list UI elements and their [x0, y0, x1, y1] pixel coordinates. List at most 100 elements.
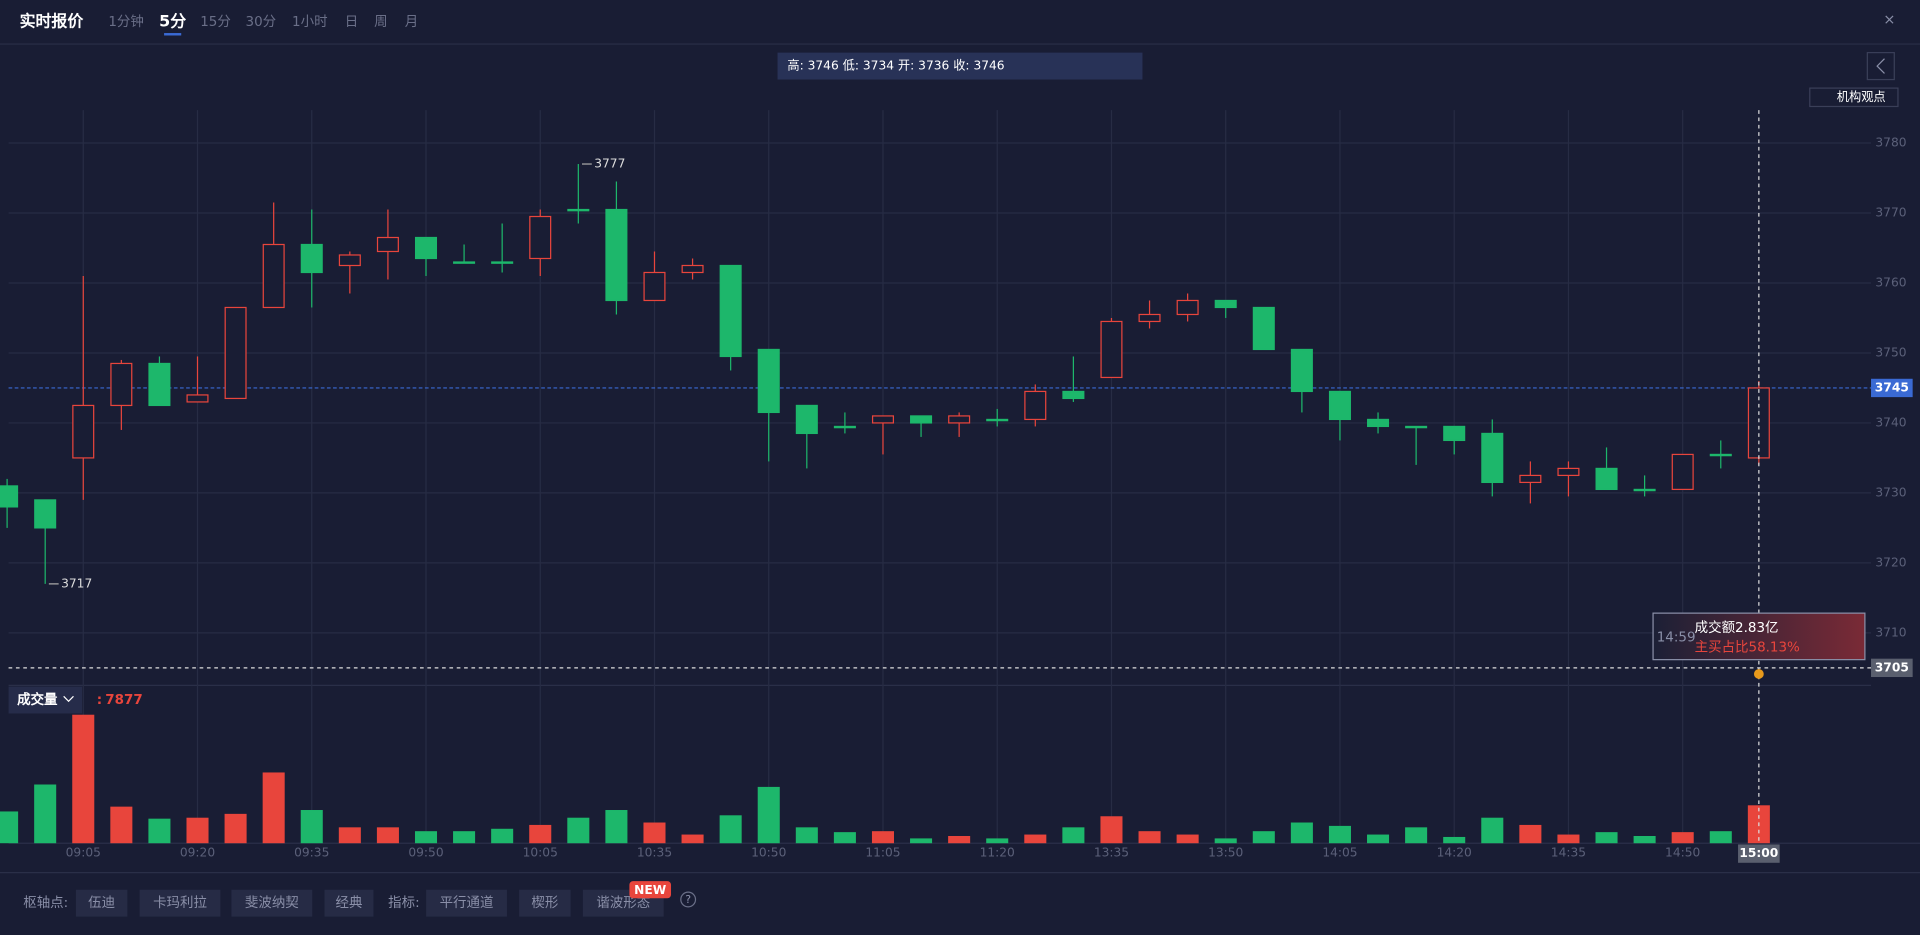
candle-body [262, 243, 285, 309]
pivot-button[interactable] [75, 889, 128, 917]
volume-bar [1481, 817, 1504, 844]
candle-body [34, 499, 57, 529]
candle-body [224, 306, 247, 400]
volume-bar [72, 714, 95, 844]
shrink-icon[interactable] [1885, 15, 1894, 24]
x-tick-label: 09:05 [66, 846, 101, 860]
last-price-label: 3745 [1875, 380, 1909, 394]
tab[interactable]: 5分 [159, 12, 186, 31]
help-icon[interactable] [680, 891, 697, 908]
x-tick-label: 14:35 [1551, 846, 1586, 860]
x-tick-label: 09:35 [294, 846, 329, 860]
candle-body [1176, 299, 1199, 316]
y-tick-label: 3730 [1875, 485, 1906, 499]
pivot-text[interactable]: 卡玛利拉 [153, 895, 207, 911]
indicator-text[interactable]: 楔形 [531, 895, 558, 911]
pivot-button[interactable] [231, 889, 313, 917]
pivot-text[interactable]: 经典 [336, 895, 363, 911]
volume-bar [453, 831, 476, 844]
candle-body [719, 264, 742, 358]
candle-body [1024, 390, 1047, 421]
candle-body [1633, 488, 1656, 492]
tab[interactable]: 1小时 [292, 14, 327, 30]
help-text[interactable]: ? [685, 893, 691, 906]
pivot-button[interactable] [324, 889, 374, 917]
volume-bar [567, 817, 590, 844]
y-tick-label: 3770 [1875, 206, 1906, 220]
volume-bar [1405, 827, 1428, 844]
volume-bar [529, 824, 552, 844]
candle-body [0, 485, 19, 508]
candle-body [1100, 320, 1123, 379]
x-tick-label: 11:05 [865, 846, 900, 860]
x-tick-label: 14:05 [1322, 846, 1357, 860]
y-tick-label: 3750 [1875, 345, 1906, 359]
side-tag[interactable]: 机构观点 [1837, 89, 1886, 104]
volume-bar [1290, 822, 1313, 844]
candle-body [1519, 474, 1542, 484]
volume-bar [0, 811, 19, 844]
tab[interactable]: 周 [374, 15, 387, 30]
candle-body [681, 264, 704, 274]
pivot-label: 枢轴点: [23, 895, 68, 911]
candle-body [1138, 313, 1161, 323]
candle-body [1290, 348, 1313, 393]
candle-body [948, 415, 971, 424]
candle-body [1405, 425, 1428, 429]
extreme-label: 3717 [61, 576, 92, 590]
tab[interactable]: 15分 [200, 14, 231, 30]
candle-body [871, 415, 894, 424]
pivot-text[interactable]: 斐波纳契 [245, 895, 299, 911]
volume-bar [1214, 838, 1237, 844]
candle-body [110, 362, 133, 407]
collapse-button[interactable] [1866, 52, 1895, 81]
tab[interactable]: 日 [345, 15, 358, 30]
volume-bar [948, 835, 971, 844]
volume-bar [262, 772, 285, 844]
crosshair-dot [1753, 669, 1764, 679]
volume-bar [795, 827, 818, 844]
indicator-label: 指标: [388, 895, 419, 911]
volume-bar [491, 828, 514, 844]
y-tick-label: 3710 [1875, 625, 1906, 639]
indicator-text[interactable]: 谐波形态 [596, 895, 650, 911]
indicator-text[interactable]: 平行通道 [440, 895, 494, 911]
candle-body [72, 404, 95, 459]
info-bar [777, 52, 1143, 80]
volume-bar [681, 834, 704, 844]
volume-bar [224, 813, 247, 844]
volume-bar [186, 817, 209, 844]
volume-bar [1176, 834, 1199, 844]
volume-bar [1671, 832, 1694, 844]
candle-body [1481, 432, 1504, 484]
candle-body [529, 215, 552, 260]
volume-bar [719, 815, 742, 844]
tooltip-ratio: 主买占比58.13% [1695, 639, 1800, 655]
tab[interactable]: 30分 [246, 14, 277, 30]
pivot-text[interactable]: 伍迪 [88, 895, 115, 911]
volume-bar [1595, 832, 1618, 844]
y-tick-label: 3760 [1875, 275, 1906, 289]
candle-body [338, 254, 361, 267]
tab[interactable]: 1分钟 [108, 13, 143, 30]
indicator-button[interactable] [426, 889, 507, 917]
volume-title[interactable]: 成交量 [17, 691, 58, 708]
pivot-button[interactable] [139, 889, 221, 917]
volume-bar [643, 822, 666, 844]
x-tick-label: 09:50 [408, 846, 443, 860]
dropdown-icon [63, 695, 74, 703]
candle-body [833, 425, 856, 429]
volume-bar [986, 838, 1009, 844]
candle-body [186, 394, 209, 403]
candle-body [1709, 453, 1732, 457]
volume-bar [148, 818, 171, 844]
volume-readout: 7877 [105, 693, 142, 708]
tab[interactable]: 月 [405, 15, 418, 30]
x-tick-label: 10:35 [637, 846, 672, 860]
volume-bar [376, 827, 399, 844]
indicator-button[interactable] [519, 889, 571, 917]
side-tag-box[interactable] [1809, 87, 1899, 108]
candle-body [1671, 453, 1694, 491]
